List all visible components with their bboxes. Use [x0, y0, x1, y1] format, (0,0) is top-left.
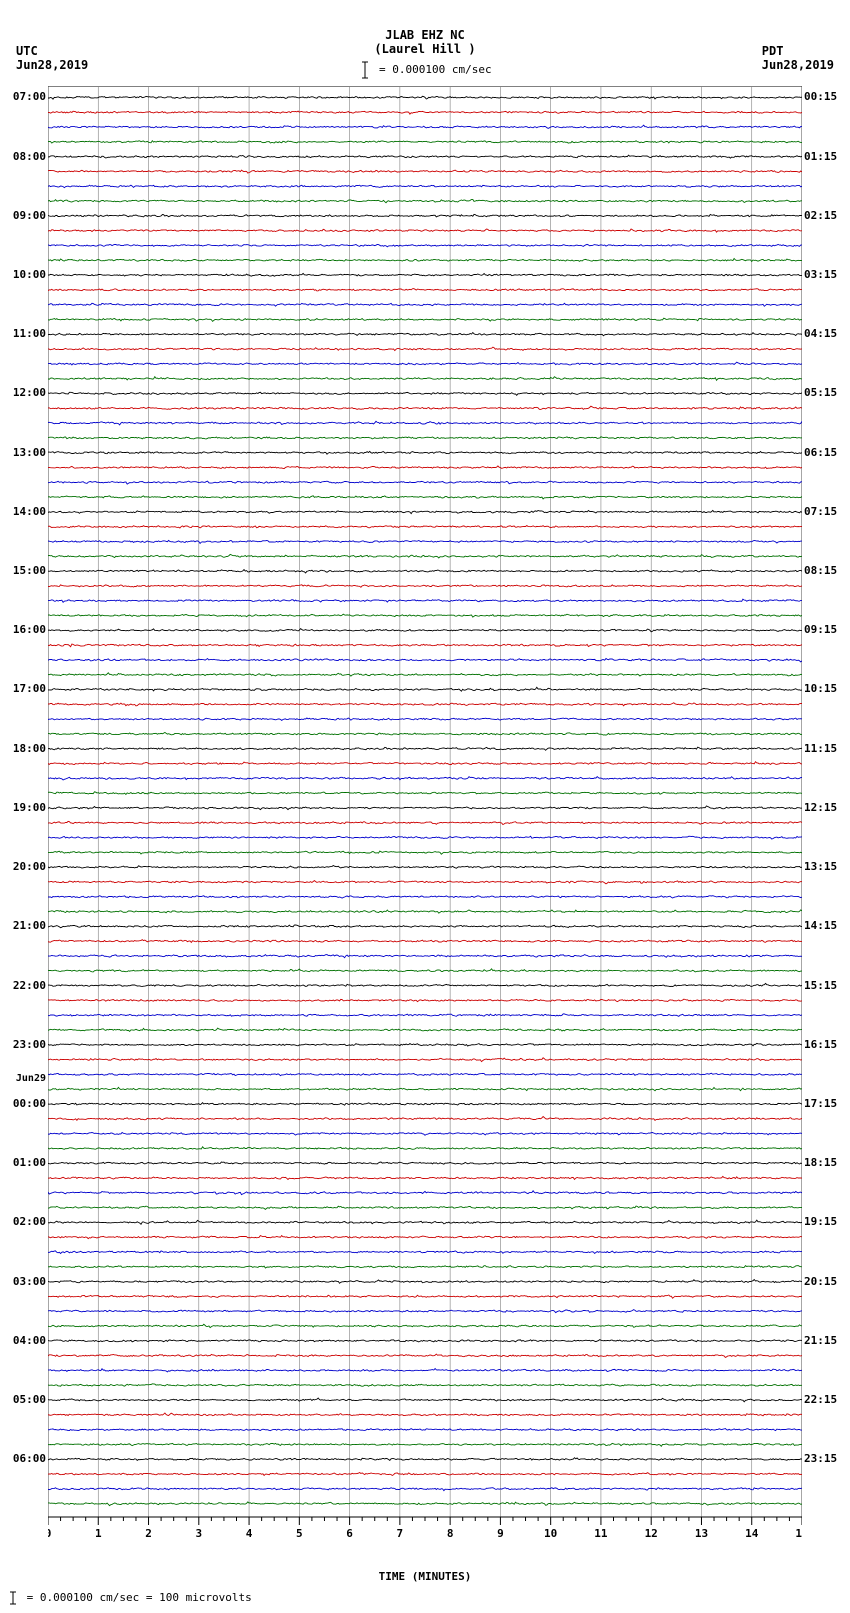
time-label: 23:15 [804, 1452, 850, 1465]
svg-text:5: 5 [296, 1527, 303, 1540]
time-label: 14:00 [0, 505, 46, 518]
time-label: 16:15 [804, 1038, 850, 1051]
svg-text:0: 0 [48, 1527, 51, 1540]
time-label: 06:15 [804, 446, 850, 459]
svg-text:12: 12 [645, 1527, 658, 1540]
time-label: 20:00 [0, 860, 46, 873]
header: JLAB EHZ NC (Laurel Hill ) [0, 0, 850, 57]
time-label: 03:00 [0, 1275, 46, 1288]
time-label: 22:00 [0, 979, 46, 992]
tz-right-date: Jun28,2019 [762, 58, 834, 72]
time-label: 18:15 [804, 1156, 850, 1169]
x-axis-label: TIME (MINUTES) [48, 1570, 802, 1583]
time-label: 21:00 [0, 919, 46, 932]
svg-text:8: 8 [447, 1527, 454, 1540]
svg-text:2: 2 [145, 1527, 152, 1540]
svg-text:4: 4 [246, 1527, 253, 1540]
time-label: 23:00 [0, 1038, 46, 1051]
svg-text:6: 6 [346, 1527, 353, 1540]
time-label: 03:15 [804, 268, 850, 281]
time-label: 07:15 [804, 505, 850, 518]
time-label: 16:00 [0, 623, 46, 636]
time-label: Jun29 [0, 1073, 46, 1084]
time-label: 10:00 [0, 268, 46, 281]
time-label: 05:15 [804, 386, 850, 399]
time-label: 21:15 [804, 1334, 850, 1347]
tz-left: UTC Jun28,2019 [16, 44, 88, 73]
svg-text:11: 11 [594, 1527, 608, 1540]
svg-text:7: 7 [397, 1527, 404, 1540]
utc-time-labels: 07:00 08:00 09:00 10:00 11:00 12:00 13:00 14:00… [0, 86, 46, 1553]
scale-label: = 0.000100 cm/sec [0, 61, 850, 79]
pdt-time-labels: 00:15 01:15 02:15 03:15 04:15 05:15 06:15 07:15… [804, 86, 850, 1553]
svg-text:9: 9 [497, 1527, 504, 1540]
time-label: 04:00 [0, 1334, 46, 1347]
time-label: 22:15 [804, 1393, 850, 1406]
tz-right: PDT Jun28,2019 [762, 44, 834, 73]
time-label: 20:15 [804, 1275, 850, 1288]
time-label: 10:15 [804, 682, 850, 695]
time-label: 19:00 [0, 801, 46, 814]
time-label: 01:00 [0, 1156, 46, 1169]
time-label: 12:00 [0, 386, 46, 399]
svg-text:14: 14 [745, 1527, 759, 1540]
scale-bar-icon [8, 1591, 18, 1605]
svg-text:1: 1 [95, 1527, 102, 1540]
time-label: 05:00 [0, 1393, 46, 1406]
time-label: 18:00 [0, 742, 46, 755]
time-label: 11:15 [804, 742, 850, 755]
time-label: 01:15 [804, 150, 850, 163]
tz-right-name: PDT [762, 44, 834, 58]
tz-left-name: UTC [16, 44, 88, 58]
seismogram-plot: 0123456789101112131415 [48, 86, 802, 1553]
time-label: 11:00 [0, 327, 46, 340]
time-label: 00:00 [0, 1097, 46, 1110]
time-label: 07:00 [0, 90, 46, 103]
svg-text:3: 3 [195, 1527, 202, 1540]
time-label: 08:15 [804, 564, 850, 577]
tz-left-date: Jun28,2019 [16, 58, 88, 72]
time-label: 12:15 [804, 801, 850, 814]
time-label: 09:15 [804, 623, 850, 636]
time-label: 00:15 [804, 90, 850, 103]
time-label: 08:00 [0, 150, 46, 163]
time-label: 13:15 [804, 860, 850, 873]
scale-text: = 0.000100 cm/sec [379, 63, 492, 76]
footer-text: = 0.000100 cm/sec = 100 microvolts [27, 1591, 252, 1604]
time-label: 02:00 [0, 1215, 46, 1228]
time-label: 15:00 [0, 564, 46, 577]
time-label: 15:15 [804, 979, 850, 992]
time-label: 02:15 [804, 209, 850, 222]
time-label: 09:00 [0, 209, 46, 222]
scale-bar-icon [360, 61, 370, 79]
time-label: 06:00 [0, 1452, 46, 1465]
time-label: 17:00 [0, 682, 46, 695]
svg-text:10: 10 [544, 1527, 557, 1540]
station-location: (Laurel Hill ) [0, 42, 850, 56]
svg-text:15: 15 [795, 1527, 802, 1540]
time-label: 19:15 [804, 1215, 850, 1228]
time-label: 17:15 [804, 1097, 850, 1110]
time-label: 14:15 [804, 919, 850, 932]
time-label: 04:15 [804, 327, 850, 340]
time-label: 13:00 [0, 446, 46, 459]
svg-text:13: 13 [695, 1527, 708, 1540]
station-code: JLAB EHZ NC [0, 28, 850, 42]
footer-scale: = 0.000100 cm/sec = 100 microvolts [6, 1591, 252, 1605]
